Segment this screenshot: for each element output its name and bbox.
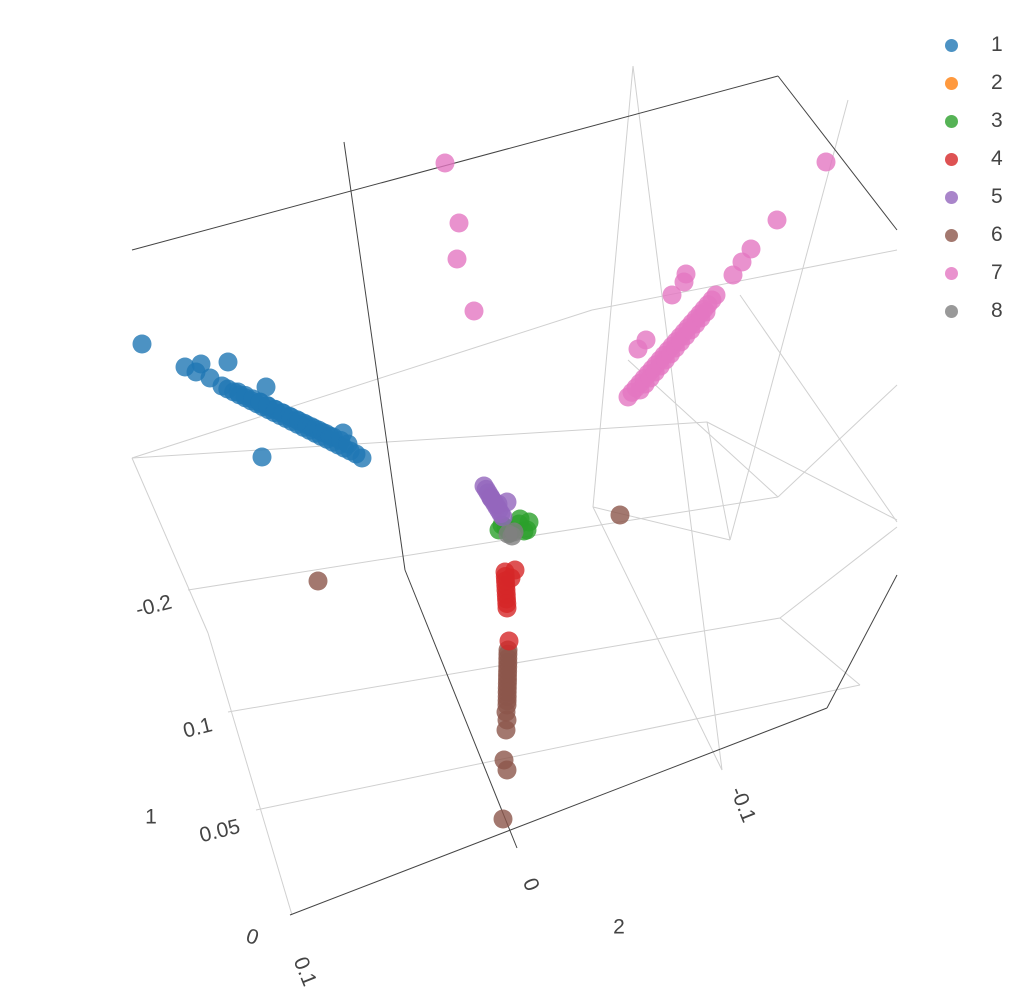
- grid-line: [592, 506, 723, 771]
- scatter-point[interactable]: [497, 760, 517, 780]
- grid-line: [779, 617, 861, 686]
- scatter-point[interactable]: [320, 426, 340, 446]
- legend-item[interactable]: 1: [940, 26, 1020, 64]
- scatter-point[interactable]: [338, 434, 358, 454]
- series-8-points[interactable]: [498, 522, 524, 546]
- legend-label: 5: [991, 185, 1003, 208]
- scatter-point[interactable]: [501, 568, 521, 588]
- tick-label: 0.1: [181, 713, 215, 742]
- scatter-point[interactable]: [816, 152, 836, 172]
- scatter-point[interactable]: [435, 153, 455, 173]
- scatter-point[interactable]: [496, 720, 516, 740]
- legend-item[interactable]: 8: [940, 292, 1020, 330]
- series-4-points[interactable]: [495, 560, 525, 651]
- scatter-point[interactable]: [464, 301, 484, 321]
- frame-line: [289, 707, 828, 916]
- grid-line: [131, 421, 708, 459]
- legend[interactable]: 1 2 3 4 5 6 7 8: [940, 26, 1020, 330]
- legend-item[interactable]: 6: [940, 216, 1020, 254]
- tick-label: 0: [243, 924, 261, 949]
- grid-line: [131, 309, 593, 459]
- grid-line: [777, 384, 898, 498]
- frame-line: [777, 75, 898, 231]
- scatter-point[interactable]: [628, 339, 648, 359]
- scatter-point[interactable]: [497, 598, 517, 618]
- grid-line: [739, 294, 898, 523]
- scatter-point[interactable]: [186, 362, 206, 382]
- legend-label: 7: [991, 261, 1003, 284]
- scatter-point[interactable]: [674, 272, 694, 292]
- frame-line: [404, 569, 518, 849]
- scatter-point[interactable]: [767, 210, 787, 230]
- frame-line: [343, 141, 406, 571]
- grid-line: [779, 526, 898, 619]
- scatter-point[interactable]: [218, 352, 238, 372]
- grid-line: [131, 457, 209, 634]
- scatter-point[interactable]: [610, 505, 630, 525]
- legend-swatch: [945, 228, 958, 242]
- scatter-point[interactable]: [493, 809, 513, 829]
- grid-line: [592, 65, 634, 508]
- series-1-points[interactable]: [132, 334, 372, 468]
- scatter-point[interactable]: [308, 571, 328, 591]
- series-6-points[interactable]: [308, 505, 630, 829]
- legend-label: 1: [991, 33, 1003, 56]
- grid-line: [207, 632, 293, 916]
- grid-line: [706, 421, 731, 541]
- tick-label: 1: [145, 806, 157, 829]
- legend-label: 6: [991, 223, 1003, 246]
- tick-label: 0: [518, 875, 544, 894]
- tick-label: 0.05: [197, 815, 242, 847]
- grid-line: [706, 421, 898, 521]
- series-5-points[interactable]: [474, 476, 517, 527]
- series-7-points[interactable]: [435, 152, 836, 407]
- tick-label: 2: [613, 916, 625, 939]
- scatter-point[interactable]: [256, 377, 276, 397]
- legend-item[interactable]: 3: [940, 102, 1020, 140]
- grid-line: [729, 99, 849, 541]
- legend-label: 4: [991, 147, 1003, 170]
- points-layer[interactable]: [132, 152, 836, 829]
- grid-line: [632, 65, 723, 771]
- legend-item[interactable]: 2: [940, 64, 1020, 102]
- legend-item[interactable]: 5: [940, 178, 1020, 216]
- legend-swatch: [945, 114, 958, 128]
- scatter-point[interactable]: [696, 302, 716, 322]
- legend-label: 8: [991, 299, 1003, 322]
- tick-label: -0.2: [133, 591, 174, 622]
- legend-label: 2: [991, 71, 1003, 94]
- legend-label: 3: [991, 109, 1003, 132]
- legend-swatch: [945, 38, 958, 52]
- legend-swatch: [945, 304, 958, 318]
- box-grid: [131, 65, 898, 916]
- legend-swatch: [945, 152, 958, 166]
- legend-item[interactable]: 4: [940, 140, 1020, 178]
- scatter-point[interactable]: [497, 492, 517, 512]
- grid-line: [255, 684, 861, 811]
- scatter-point[interactable]: [499, 631, 519, 651]
- legend-swatch: [945, 76, 958, 90]
- legend-swatch: [945, 190, 958, 204]
- frame-line: [131, 75, 779, 251]
- legend-item[interactable]: 7: [940, 254, 1020, 292]
- legend-swatch: [945, 266, 958, 280]
- scatter-point[interactable]: [132, 334, 152, 354]
- scatter-point[interactable]: [662, 285, 682, 305]
- tick-label: -0.1: [725, 784, 760, 826]
- scatter-point[interactable]: [723, 265, 743, 285]
- tick-labels: 0 0.05 0.1 -0.2 1 0.1 0 -0.1 2: [133, 591, 760, 990]
- tick-label: 0.1: [289, 954, 321, 990]
- frame-line: [826, 574, 898, 709]
- grid-line: [591, 249, 898, 311]
- grid-line: [187, 496, 779, 591]
- scatter-point[interactable]: [252, 447, 272, 467]
- scatter-point[interactable]: [447, 249, 467, 269]
- scatter-point[interactable]: [449, 213, 469, 233]
- scatter-point[interactable]: [504, 522, 524, 542]
